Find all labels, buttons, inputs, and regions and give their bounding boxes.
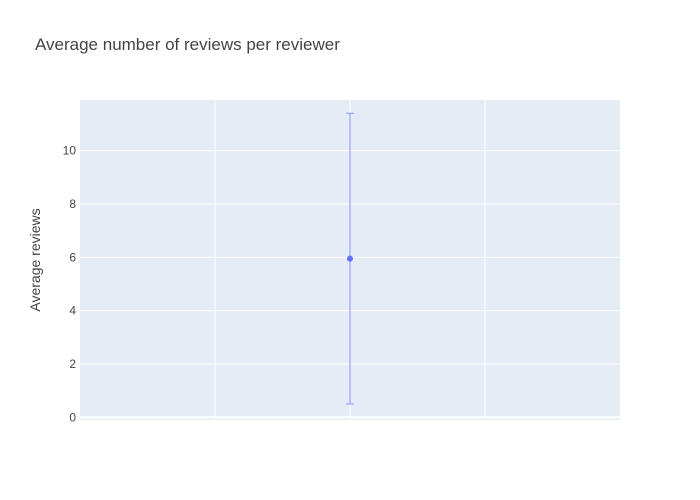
y-tick-label: 6 — [69, 250, 76, 264]
data-point — [347, 255, 353, 262]
y-tick-label: 2 — [69, 357, 76, 371]
data-marks — [346, 112, 354, 405]
y-tick-label: 8 — [69, 197, 76, 211]
y-axis-label: Average reviews — [27, 208, 43, 311]
y-tick-label: 10 — [63, 144, 77, 158]
y-tick-label: 4 — [69, 304, 76, 318]
y-tick-labels: 0 2 4 6 8 10 — [63, 144, 77, 425]
chart-title: Average number of reviews per reviewer — [35, 35, 340, 54]
y-tick-label: 0 — [69, 410, 76, 424]
